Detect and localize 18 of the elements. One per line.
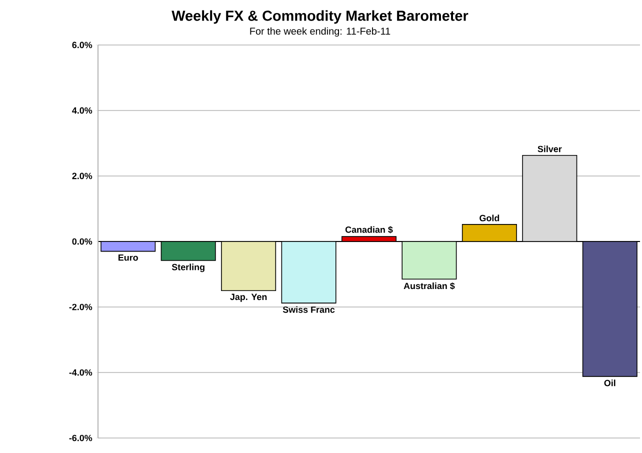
x-tick-label: Swiss Franc [282,306,335,313]
x-tick-label: Canadian $ [345,226,393,234]
y-tick-label: 2.0% [72,172,92,180]
y-tick-label: 4.0% [72,107,92,114]
y-tick-label: -6.0% [69,434,92,442]
x-tick-label: Sterling [172,264,204,272]
y-tick-label: 6.0% [72,42,92,48]
y-tick-label: -4.0% [69,369,92,376]
x-tick-label: Euro [118,254,138,261]
x-tick-label: Australian $ [404,282,455,290]
x-tick-label: Gold [480,214,500,222]
y-tick-label: 0.0% [72,238,92,245]
chart-subtitle: For the week ending: 11-Feb-11 [250,27,390,37]
x-tick-label: Jap. Yen [230,294,267,302]
x-tick-label: Oil [604,380,616,386]
chart-title: Weekly FX & Commodity Market Barometer [172,10,468,24]
x-tick-label: Silver [538,146,562,152]
y-tick-label: -2.0% [69,304,92,310]
